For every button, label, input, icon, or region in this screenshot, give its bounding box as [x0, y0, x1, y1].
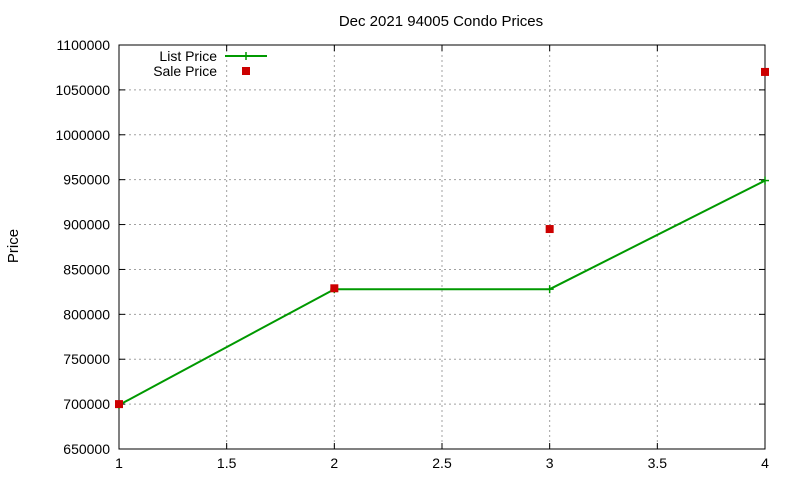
list-price-line: [118, 179, 766, 406]
legend-label: List Price: [159, 48, 217, 64]
x-tick-label: 2.5: [432, 455, 452, 471]
y-tick-label: 1100000: [57, 37, 111, 53]
list-price-point: [545, 285, 554, 294]
x-tick-label: 1.5: [217, 455, 237, 471]
grid-lines: [119, 45, 765, 449]
data-series: [115, 67, 769, 410]
y-tick-label: 800000: [63, 306, 110, 322]
y-tick-label: 850000: [63, 261, 110, 277]
legend-square-swatch: [242, 67, 250, 75]
sale-price-point: [330, 284, 339, 293]
y-tick-label: 750000: [63, 351, 110, 367]
x-tick-label: 2: [330, 455, 338, 471]
plot-border: [118, 44, 766, 450]
x-tick-label: 3.5: [648, 455, 668, 471]
y-tick-label: 950000: [63, 172, 110, 188]
y-tick-label: 900000: [63, 217, 110, 233]
plot-frame: [118, 44, 766, 450]
sale-price-point: [115, 400, 123, 409]
sale-price-point: [545, 225, 554, 234]
y-tick-label: 1000000: [55, 127, 110, 143]
x-tick-label: 4: [761, 455, 769, 471]
list-price-point: [761, 176, 769, 185]
y-tick-label: 650000: [63, 441, 110, 457]
legend-plus-swatch: [242, 52, 250, 60]
y-tick-label: 1050000: [55, 82, 110, 98]
sale-price-point: [761, 67, 769, 76]
y-axis-label: Price: [5, 229, 22, 263]
chart-title: Dec 2021 94005 Condo Prices: [339, 13, 543, 30]
legend-label: Sale Price: [153, 63, 217, 79]
x-tick-label: 3: [546, 455, 554, 471]
tick-labels: 1 1.5 2 2.5 3 3.5 4 650000 700000 750000 800000 850…: [55, 37, 769, 471]
y-tick-label: 700000: [63, 396, 110, 412]
x-tick-label: 1: [115, 455, 123, 471]
